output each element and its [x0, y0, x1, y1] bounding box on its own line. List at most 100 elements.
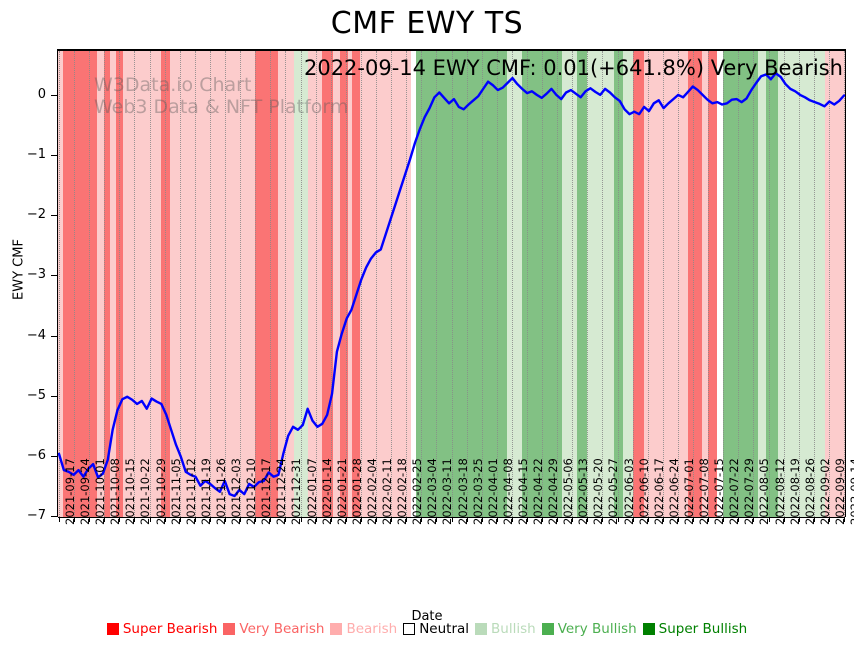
- x-tick-label: 2021-09-24: [78, 458, 93, 525]
- x-tick-label: 2022-08-05: [757, 458, 772, 525]
- y-tick-label: −5: [26, 387, 46, 403]
- y-axis-label: EWY CMF: [11, 239, 27, 300]
- x-tick: [270, 517, 272, 522]
- y-tick: [51, 215, 57, 217]
- x-tick: [209, 517, 211, 522]
- x-tick-label: 2022-02-25: [410, 458, 425, 525]
- x-tick-label: 2022-01-28: [349, 458, 364, 525]
- x-tick-label: 2022-07-15: [712, 458, 727, 525]
- gridline: [572, 51, 574, 517]
- x-tick-label: 2021-10-22: [138, 458, 153, 525]
- x-tick: [723, 517, 725, 522]
- gridline: [542, 51, 544, 517]
- x-tick-label: 2022-05-27: [606, 458, 621, 525]
- x-tick: [406, 517, 408, 522]
- legend-swatch-icon: [541, 623, 554, 635]
- x-tick: [798, 517, 800, 522]
- x-tick: [255, 517, 257, 522]
- gridline: [119, 51, 121, 517]
- legend-label: Super Bearish: [122, 621, 218, 637]
- gridline: [783, 51, 785, 517]
- legend: Super Bearish Very Bearish Bearish Neutral B…: [0, 621, 854, 637]
- x-tick: [542, 517, 544, 522]
- legend-label: Neutral: [419, 621, 470, 637]
- gridline: [602, 51, 604, 517]
- gridline: [693, 51, 695, 517]
- x-tick-label: 2022-06-10: [636, 458, 651, 525]
- gridline: [708, 51, 710, 517]
- x-tick: [693, 517, 695, 522]
- gridline: [526, 51, 528, 517]
- legend-swatch-icon: [642, 623, 655, 635]
- gridline: [74, 51, 76, 517]
- x-gridlines: [58, 51, 845, 517]
- legend-label: Super Bullish: [658, 621, 748, 637]
- legend-entry-super-bullish[interactable]: Super Bullish: [642, 621, 748, 637]
- x-tick-label: 2022-09-02: [817, 458, 832, 525]
- legend-swatch-icon: [475, 623, 488, 635]
- x-tick-label: 2022-04-08: [500, 458, 515, 525]
- legend-swatch-icon: [223, 623, 236, 635]
- gridline: [557, 51, 559, 517]
- x-tick: [708, 517, 710, 522]
- x-tick: [104, 517, 106, 522]
- x-tick-label: 2022-02-11: [380, 458, 395, 525]
- legend-swatch-icon: [330, 623, 343, 635]
- legend-entry-neutral[interactable]: Neutral: [403, 621, 469, 637]
- legend-swatch-icon: [403, 623, 416, 635]
- y-tick-label: −2: [26, 207, 46, 223]
- x-tick: [481, 517, 483, 522]
- legend-label: Bullish: [491, 621, 536, 637]
- x-axis-spine-top: [57, 49, 846, 50]
- x-tick: [617, 517, 619, 522]
- gridline: [828, 51, 830, 517]
- y-tick-label: −3: [26, 267, 46, 283]
- x-tick-label: 2022-05-06: [561, 458, 576, 525]
- x-tick-label: 2022-03-18: [455, 458, 470, 525]
- gridline: [511, 51, 513, 517]
- gridline: [300, 51, 302, 517]
- x-tick: [753, 517, 755, 522]
- x-tick: [526, 517, 528, 522]
- x-tick-label: 2022-07-08: [697, 458, 712, 525]
- legend-entry-very-bearish[interactable]: Very Bearish: [223, 621, 324, 637]
- x-tick-label: 2021-11-12: [183, 458, 198, 525]
- x-tick: [391, 517, 393, 522]
- legend-entry-bearish[interactable]: Bearish: [330, 621, 397, 637]
- x-tick-label: 2022-04-15: [515, 458, 530, 525]
- x-tick: [768, 517, 770, 522]
- gridline: [647, 51, 649, 517]
- legend-swatch-icon: [106, 623, 119, 635]
- gridline: [194, 51, 196, 517]
- legend-entry-bullish[interactable]: Bullish: [475, 621, 536, 637]
- x-tick-label: 2022-06-24: [666, 458, 681, 525]
- legend-entry-very-bullish[interactable]: Very Bullish: [541, 621, 637, 637]
- gridline: [330, 51, 332, 517]
- gridline: [481, 51, 483, 517]
- x-tick: [677, 517, 679, 522]
- y-tick-label: −6: [26, 447, 46, 463]
- plot-area: W3Data.io Chart Web3 Data & NFT Platform…: [58, 50, 845, 518]
- legend-entry-super-bearish[interactable]: Super Bearish: [106, 621, 218, 637]
- legend-label: Very Bearish: [239, 621, 325, 637]
- gridline: [134, 51, 136, 517]
- gridline: [104, 51, 106, 517]
- x-tick-label: 2021-12-10: [244, 458, 259, 525]
- x-tick-label: 2022-03-04: [425, 458, 440, 525]
- x-tick: [225, 517, 227, 522]
- gridline: [406, 51, 408, 517]
- x-tick-label: 2022-03-11: [440, 458, 455, 525]
- x-tick-label: 2022-07-22: [727, 458, 742, 525]
- x-tick-label: 2022-05-13: [576, 458, 591, 525]
- x-tick: [179, 517, 181, 522]
- x-tick: [572, 517, 574, 522]
- x-tick-label: 2022-06-03: [621, 458, 636, 525]
- x-tick-label: 2021-10-01: [93, 458, 108, 525]
- x-tick-label: 2022-07-01: [681, 458, 696, 525]
- x-tick-label: 2022-02-04: [364, 458, 379, 525]
- x-tick: [602, 517, 604, 522]
- gridline: [723, 51, 725, 517]
- x-tick: [164, 517, 166, 522]
- gridline: [738, 51, 740, 517]
